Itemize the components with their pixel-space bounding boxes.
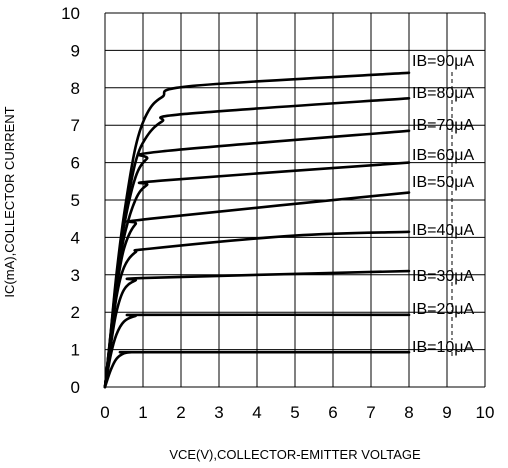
series-curve-ib-10 bbox=[103, 350, 411, 389]
series-label-ib-80: IB=80μA bbox=[412, 85, 474, 102]
series-label-ib-50: IB=50μA bbox=[412, 174, 474, 191]
y-axis-label: IC(mA),COLLECTOR CURRENT bbox=[2, 106, 17, 297]
tick-labels: 0 1 2 3 4 5 6 7 8 9 10 0 1 2 3 4 5 6 7 8 9 10 bbox=[61, 4, 494, 422]
x-tick-label: 9 bbox=[442, 403, 451, 422]
x-tick-label: 3 bbox=[214, 403, 223, 422]
series-label-ib-60: IB=60μA bbox=[412, 147, 474, 164]
x-tick-label: 7 bbox=[366, 403, 375, 422]
y-tick-label: 0 bbox=[71, 378, 80, 397]
y-tick-label: 10 bbox=[61, 4, 80, 23]
y-tick-label: 6 bbox=[71, 154, 80, 173]
series-curve-ib-20 bbox=[103, 313, 411, 389]
series-label-ib-10: IB=10μA bbox=[412, 339, 474, 356]
series-label-ib-90: IB=90μA bbox=[412, 53, 474, 70]
y-tick-label: 2 bbox=[71, 303, 80, 322]
series-label-ib-30: IB=30μA bbox=[412, 268, 474, 285]
y-tick-label: 8 bbox=[71, 79, 80, 98]
x-tick-label: 8 bbox=[404, 403, 413, 422]
x-tick-label: 0 bbox=[100, 403, 109, 422]
y-tick-label: 3 bbox=[71, 266, 80, 285]
x-tick-label: 2 bbox=[176, 403, 185, 422]
y-tick-label: 1 bbox=[71, 341, 80, 360]
series-curves bbox=[103, 71, 411, 389]
x-tick-label: 1 bbox=[138, 403, 147, 422]
x-tick-label: 5 bbox=[290, 403, 299, 422]
y-tick-label: 7 bbox=[71, 116, 80, 135]
series-label-ib-70: IB=70μA bbox=[412, 117, 474, 134]
x-tick-label: 4 bbox=[252, 403, 261, 422]
series-curve-ib-90 bbox=[103, 71, 411, 389]
series-label-ib-20: IB=20μA bbox=[412, 301, 474, 318]
x-axis-label: VCE(V),COLLECTOR-EMITTER VOLTAGE bbox=[169, 447, 421, 462]
y-tick-label: 9 bbox=[71, 41, 80, 60]
series-label-ib-40: IB=40μA bbox=[412, 222, 474, 239]
y-tick-label: 5 bbox=[71, 191, 80, 210]
y-tick-label: 4 bbox=[71, 228, 80, 247]
x-tick-label: 10 bbox=[476, 403, 495, 422]
x-tick-label: 6 bbox=[328, 403, 337, 422]
series-labels: IB=10μA IB=20μA IB=30μA IB=40μA IB=50μA IB=60… bbox=[412, 53, 474, 356]
